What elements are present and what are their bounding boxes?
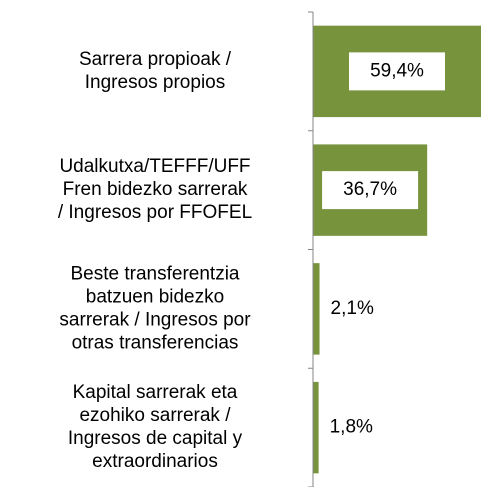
value-label: 36,7%: [343, 179, 397, 200]
category-label: Sarrera propioak / Ingresos propios: [79, 49, 232, 93]
value-label: 2,1%: [331, 298, 374, 319]
category-label-line: sarrerak / Ingresos por: [59, 309, 251, 330]
category-label-line: Kapital sarrerak eta: [73, 382, 238, 403]
category-label-line: Sarrera propioak /: [79, 49, 232, 70]
category-label: Beste transferentzia batzuen bidezko sarre…: [59, 263, 251, 353]
category-label-line: Fren bidezko sarrerak: [63, 179, 248, 200]
category-label-line: Udalkutxa/TEFFF/UFF: [59, 156, 250, 177]
value-label-box: [349, 52, 445, 91]
value-label: 1,8%: [330, 417, 373, 438]
category-label-line: extraordinarios: [92, 451, 218, 472]
value-label-box: [322, 171, 419, 210]
bar: [313, 381, 319, 474]
category-label-line: batzuen bidezko: [86, 286, 224, 307]
category-label-line: ezohiko sarrerak /: [79, 405, 231, 426]
category-label-line: Ingresos de capital y: [68, 428, 243, 449]
category-label-line: otras transferencias: [72, 332, 239, 353]
value-label: 59,4%: [370, 60, 424, 81]
bar: [313, 263, 320, 355]
category-label-line: Ingresos propios: [85, 72, 225, 93]
category-label-line: Beste transferentzia: [71, 263, 240, 284]
category-label-line: / Ingresos por FFOFEL: [58, 202, 252, 223]
category-label: Kapital sarrerak eta ezohiko sarrerak / In…: [68, 382, 243, 472]
category-label: Udalkutxa/TEFFF/UFF Fren bidezko sarrerak…: [58, 156, 252, 223]
